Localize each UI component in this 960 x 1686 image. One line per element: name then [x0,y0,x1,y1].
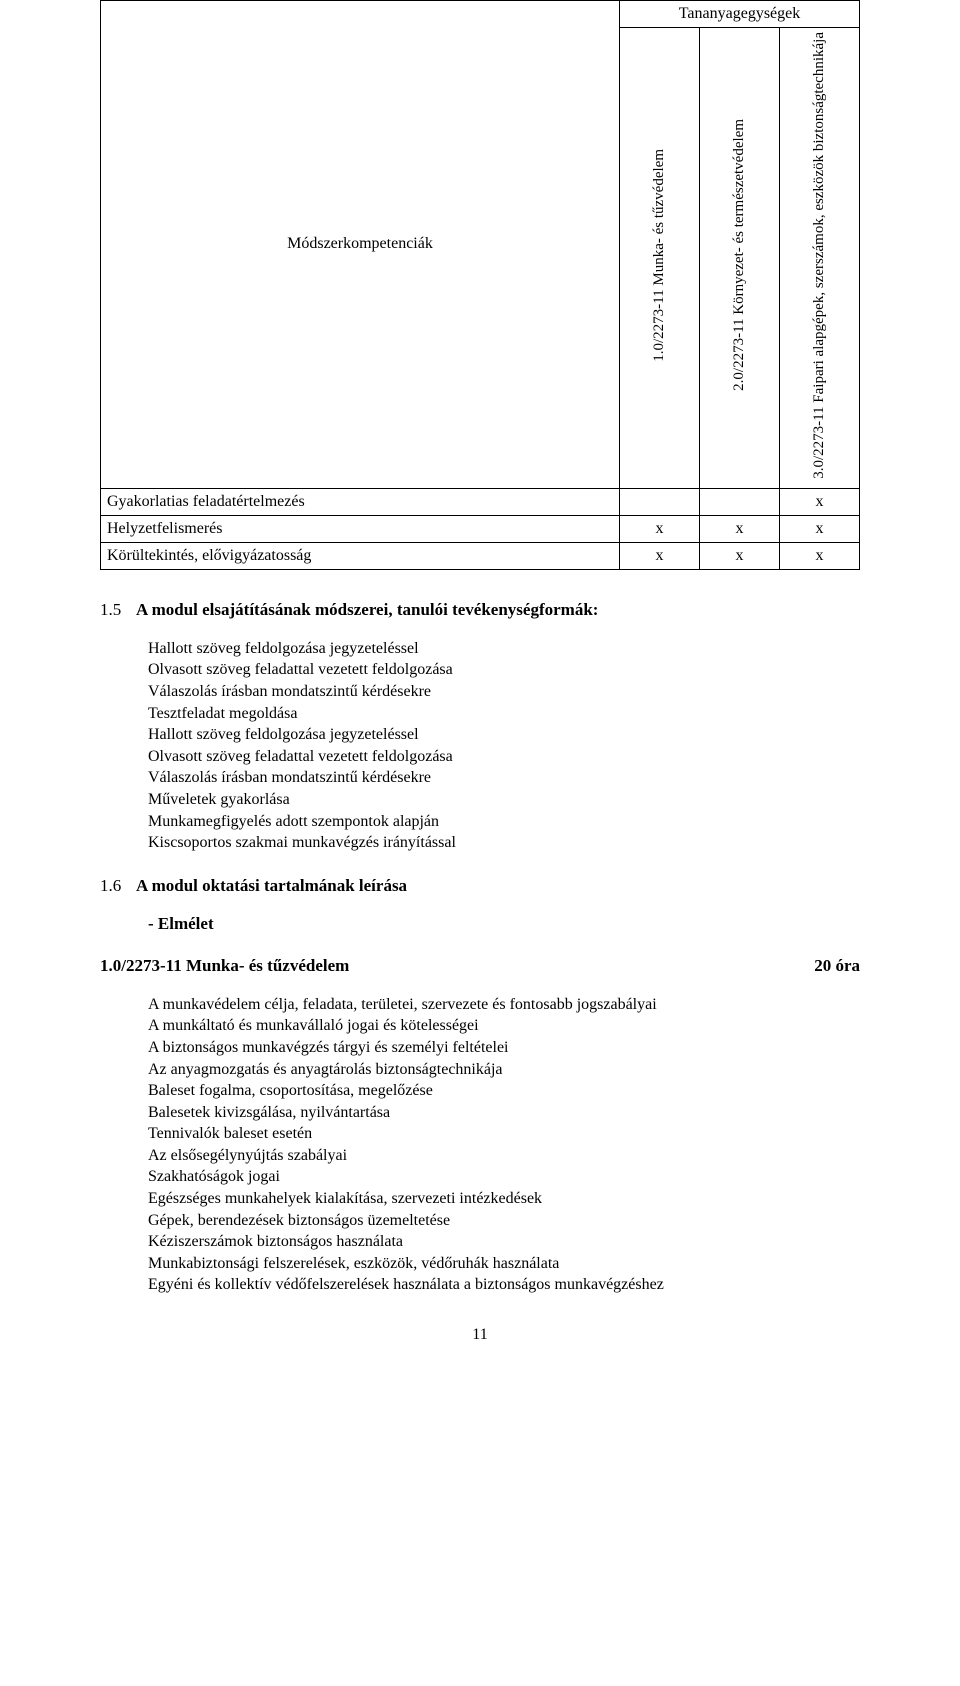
table-cell: x [780,542,860,569]
table-row: Gyakorlatias feladatértelmezés x [101,488,860,515]
list-item: Válaszolás írásban mondatszintű kérdések… [148,681,860,703]
section-number: 1.5 [100,600,136,620]
row-label: Gyakorlatias feladatértelmezés [101,488,620,515]
row-group-header: Módszerkompetenciák [101,1,620,489]
table-cell [620,488,700,515]
list-item: Válaszolás írásban mondatszintű kérdések… [148,767,860,789]
list-item: Hallott szöveg feldolgozása jegyzeteléss… [148,724,860,746]
col-header-3: 3.0/2273-11 Faipari alapgépek, szerszámo… [780,28,860,489]
table-cell: x [700,542,780,569]
col-header-1: 1.0/2273-11 Munka- és tűzvédelem [620,28,700,489]
section-1-5-list: Hallott szöveg feldolgozása jegyzeteléss… [148,638,860,854]
unit-heading: 1.0/2273-11 Munka- és tűzvédelem 20 óra [100,956,860,976]
table-cell: x [780,515,860,542]
list-item: Kéziszerszámok biztonságos használata [148,1231,860,1253]
list-item: Egyéni és kollektív védőfelszerelések ha… [148,1274,860,1296]
table-cell: x [620,515,700,542]
column-group-header: Tananyagegységek [620,1,860,28]
list-item: Kiscsoportos szakmai munkavégzés irányít… [148,832,860,854]
list-item: A biztonságos munkavégzés tárgyi és szem… [148,1037,860,1059]
competency-table: Módszerkompetenciák Tananyagegységek 1.0… [100,0,860,570]
list-item: Az elsősegélynyújtás szabályai [148,1145,860,1167]
list-item: Az anyagmozgatás és anyagtárolás biztons… [148,1059,860,1081]
list-item: Gépek, berendezések biztonságos üzemelte… [148,1210,860,1232]
section-1-5-heading: 1.5 A modul elsajátításának módszerei, t… [100,600,860,620]
row-label: Helyzetfelismerés [101,515,620,542]
table-header-row: Módszerkompetenciák Tananyagegységek [101,1,860,28]
page-container: Módszerkompetenciák Tananyagegységek 1.0… [0,0,960,1384]
list-item: Munkamegfigyelés adott szempontok alapjá… [148,811,860,833]
list-item: Szakhatóságok jogai [148,1166,860,1188]
unit-hours: 20 óra [814,956,860,976]
table-cell: x [780,488,860,515]
unit-1-list: A munkavédelem célja, feladata, területe… [148,994,860,1296]
list-item: Munkabiztonsági felszerelések, eszközök,… [148,1253,860,1275]
unit-title: 1.0/2273-11 Munka- és tűzvédelem [100,956,349,976]
list-item: Műveletek gyakorlása [148,789,860,811]
row-label: Körültekintés, elővigyázatosság [101,542,620,569]
section-1-6-sub: - Elmélet [148,914,860,934]
list-item: Balesetek kivizsgálása, nyilvántartása [148,1102,860,1124]
table-cell [700,488,780,515]
list-item: A munkavédelem célja, feladata, területe… [148,994,860,1016]
list-item: Olvasott szöveg feladattal vezetett feld… [148,746,860,768]
list-item: Egészséges munkahelyek kialakítása, szer… [148,1188,860,1210]
table-row: Helyzetfelismerés x x x [101,515,860,542]
list-item: Tennivalók baleset esetén [148,1123,860,1145]
list-item: Hallott szöveg feldolgozása jegyzeteléss… [148,638,860,660]
list-item: A munkáltató és munkavállaló jogai és kö… [148,1015,860,1037]
section-title: A modul elsajátításának módszerei, tanul… [136,600,598,620]
list-item: Tesztfeladat megoldása [148,703,860,725]
section-1-6-heading: 1.6 A modul oktatási tartalmának leírása [100,876,860,896]
list-item: Olvasott szöveg feladattal vezetett feld… [148,659,860,681]
list-item: Baleset fogalma, csoportosítása, megelőz… [148,1080,860,1102]
table-cell: x [620,542,700,569]
col-header-2: 2.0/2273-11 Környezet- és természetvédel… [700,28,780,489]
page-number: 11 [100,1326,860,1344]
table-row: Körültekintés, elővigyázatosság x x x [101,542,860,569]
table-cell: x [700,515,780,542]
section-number: 1.6 [100,876,136,896]
section-title: A modul oktatási tartalmának leírása [136,876,407,896]
